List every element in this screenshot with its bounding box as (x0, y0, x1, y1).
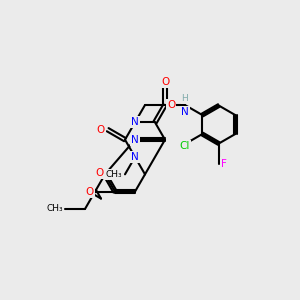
Text: N: N (131, 135, 139, 145)
Text: CH₃: CH₃ (105, 170, 122, 179)
Text: N: N (131, 117, 139, 128)
Text: O: O (161, 77, 169, 87)
Text: N: N (181, 107, 189, 117)
Text: CH₃: CH₃ (46, 205, 63, 214)
Text: O: O (96, 125, 105, 135)
Text: N: N (131, 152, 139, 162)
Text: O: O (167, 100, 175, 110)
Text: H: H (182, 94, 188, 103)
Text: O: O (96, 168, 104, 178)
Text: O: O (86, 187, 94, 196)
Text: Cl: Cl (180, 141, 190, 151)
Text: F: F (221, 158, 226, 169)
